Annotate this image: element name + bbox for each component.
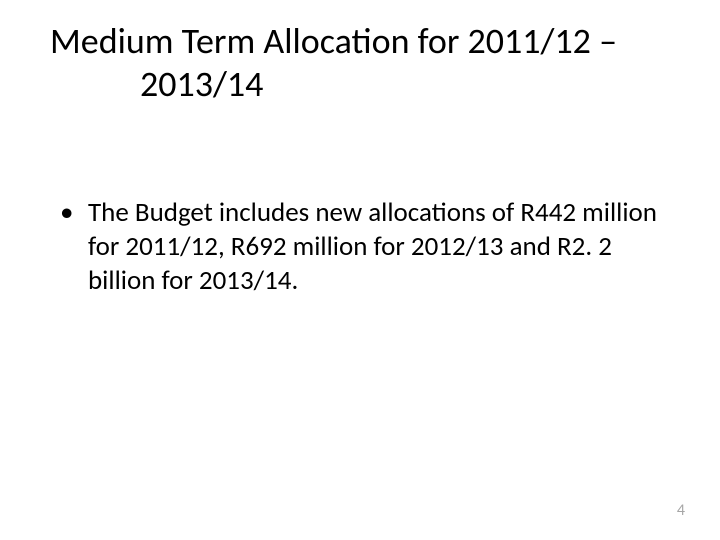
slide-title: Medium Term Allocation for 2011/12 – 201…: [50, 20, 670, 106]
page-number: 4: [677, 501, 685, 520]
bullet-item: The Budget includes new allocations of R…: [60, 196, 670, 297]
bullet-list: The Budget includes new allocations of R…: [50, 196, 670, 297]
slide-container: Medium Term Allocation for 2011/12 – 201…: [0, 0, 720, 540]
title-line-1: Medium Term Allocation for 2011/12 –: [50, 20, 670, 63]
title-line-2: 2013/14: [140, 63, 670, 106]
